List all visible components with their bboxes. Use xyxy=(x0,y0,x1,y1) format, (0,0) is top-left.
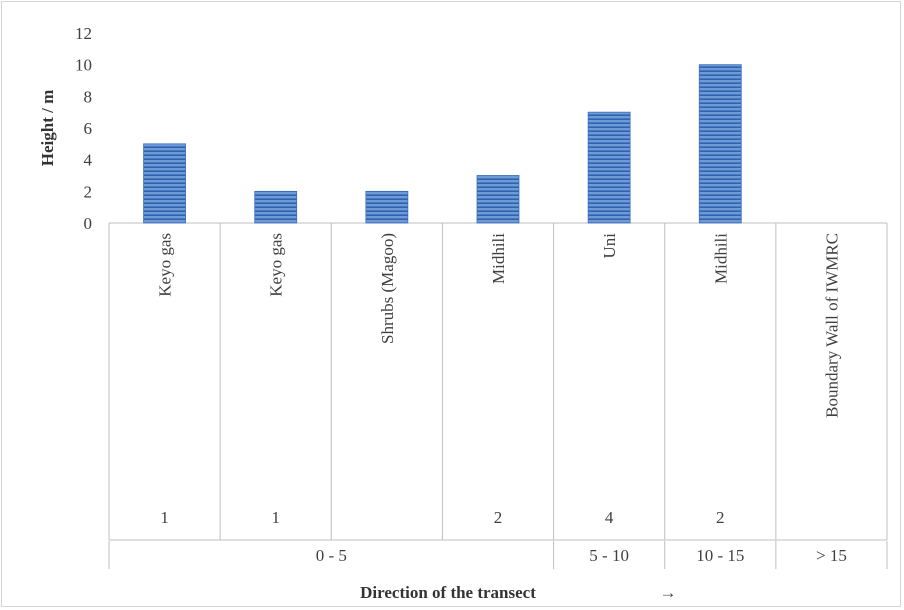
count-label: 1 xyxy=(160,508,169,527)
y-tick-label: 2 xyxy=(84,182,93,201)
count-label: 2 xyxy=(494,508,503,527)
bar xyxy=(254,190,298,224)
count-label: 1 xyxy=(271,508,280,527)
category-label: Midhili xyxy=(711,233,730,284)
distance-group-label: 0 - 5 xyxy=(316,546,347,565)
y-tick-label: 10 xyxy=(75,56,92,75)
count-label: 2 xyxy=(716,508,725,527)
x-axis-title: Direction of the transect xyxy=(360,583,536,602)
y-tick-label: 6 xyxy=(84,119,93,138)
bar xyxy=(587,111,631,224)
y-tick-label: 8 xyxy=(84,87,93,106)
y-tick-label: 12 xyxy=(75,24,92,43)
y-tick-label: 0 xyxy=(84,214,93,233)
bar xyxy=(143,143,186,224)
count-label: 4 xyxy=(605,508,614,527)
bar xyxy=(365,190,409,224)
distance-group-label: 10 - 15 xyxy=(696,546,744,565)
bar xyxy=(698,64,742,224)
category-label: Midhili xyxy=(489,233,508,284)
category-label: Keyo gas xyxy=(267,233,286,297)
distance-group-label: > 15 xyxy=(816,546,847,565)
category-label: Keyo gas xyxy=(156,233,175,297)
x-axis-direction-arrow: → xyxy=(660,583,677,602)
y-tick-label: 4 xyxy=(84,151,93,170)
category-label: Shrubs (Magoo) xyxy=(378,233,397,344)
bar xyxy=(476,175,520,224)
distance-group-label: 5 - 10 xyxy=(589,546,629,565)
category-label: Uni xyxy=(600,233,619,259)
y-axis-title: Height / m xyxy=(38,90,57,167)
category-label: Boundary Wall of IWMRC xyxy=(822,233,841,418)
